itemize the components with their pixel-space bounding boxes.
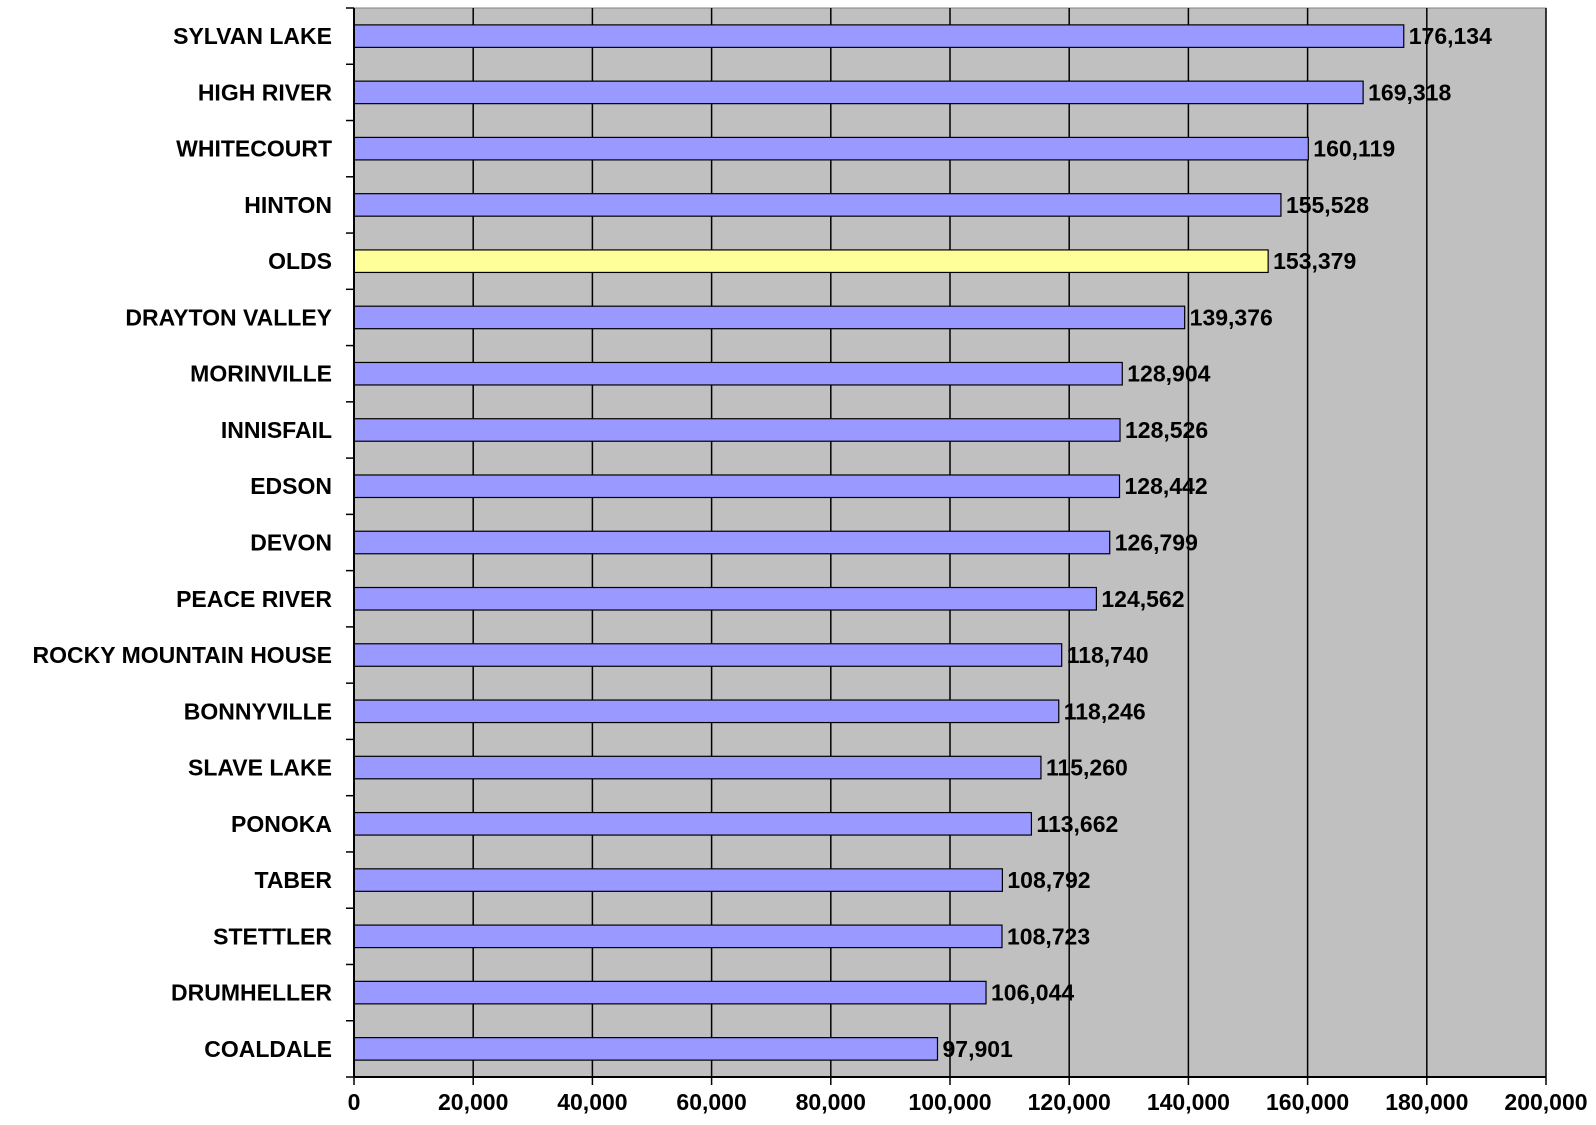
category-label: HIGH RIVER — [198, 79, 333, 105]
value-label: 169,318 — [1368, 79, 1451, 105]
bar — [353, 755, 1042, 780]
axes — [346, 7, 1547, 1085]
bar — [353, 530, 1111, 555]
x-tick-label: 0 — [348, 1089, 361, 1115]
bar — [353, 699, 1060, 724]
category-label: PEACE RIVER — [176, 586, 332, 612]
value-label: 128,904 — [1127, 361, 1210, 387]
category-label: PONOKA — [231, 811, 332, 837]
category-label: OLDS — [268, 248, 332, 274]
bars — [353, 24, 1405, 1061]
category-label: INNISFAIL — [221, 417, 332, 443]
bar — [353, 361, 1123, 386]
value-label: 126,799 — [1115, 530, 1198, 556]
bar — [353, 24, 1405, 48]
labels: SYLVAN LAKE 176,134 HIGH RIVER 169,318 WHITE… — [33, 23, 1588, 1115]
gridlines — [472, 8, 1547, 1077]
value-label: 128,526 — [1125, 417, 1208, 443]
bar — [353, 868, 1004, 892]
x-tick-label: 200,000 — [1504, 1089, 1587, 1115]
value-label: 160,119 — [1313, 136, 1395, 162]
category-label: BONNYVILLE — [184, 698, 332, 724]
category-label: MORINVILLE — [190, 361, 332, 387]
bar — [353, 305, 1186, 330]
value-label: 118,246 — [1064, 698, 1146, 724]
value-label: 124,562 — [1101, 586, 1184, 612]
category-label: SLAVE LAKE — [188, 755, 332, 781]
category-label: COALDALE — [204, 1036, 332, 1062]
x-tick-label: 60,000 — [676, 1089, 746, 1115]
category-label: ROCKY MOUNTAIN HOUSE — [33, 642, 332, 668]
value-label: 106,044 — [991, 980, 1074, 1006]
bar — [353, 924, 1003, 949]
x-tick-label: 80,000 — [796, 1089, 866, 1115]
x-tick-label: 120,000 — [1028, 1089, 1111, 1115]
value-label: 176,134 — [1409, 23, 1492, 49]
x-tick-label: 20,000 — [438, 1089, 508, 1115]
value-label: 108,792 — [1007, 867, 1090, 893]
category-label: SYLVAN LAKE — [173, 23, 332, 49]
bar — [353, 474, 1121, 499]
value-label: 153,379 — [1273, 248, 1356, 274]
x-tick-label: 40,000 — [557, 1089, 627, 1115]
bar — [353, 136, 1309, 161]
bar — [353, 586, 1097, 611]
bar — [353, 80, 1364, 105]
category-label: DRUMHELLER — [171, 980, 332, 1006]
value-label: 139,376 — [1190, 304, 1273, 330]
bar — [353, 811, 1033, 836]
bar — [353, 1037, 939, 1061]
value-label: 128,442 — [1125, 473, 1208, 499]
category-label: STETTLER — [213, 923, 332, 949]
x-tick-label: 140,000 — [1147, 1089, 1230, 1115]
bar — [353, 249, 1269, 274]
category-label: TABER — [254, 867, 332, 893]
x-tick-label: 160,000 — [1266, 1089, 1349, 1115]
category-label: EDSON — [250, 473, 332, 499]
value-label: 108,723 — [1007, 923, 1090, 949]
category-label: WHITECOURT — [176, 136, 332, 162]
x-tick-label: 100,000 — [908, 1089, 991, 1115]
x-tick-label: 180,000 — [1385, 1089, 1468, 1115]
bar — [353, 980, 987, 1005]
value-label: 113,662 — [1036, 811, 1118, 837]
value-label: 115,260 — [1046, 755, 1128, 781]
bar — [353, 418, 1121, 442]
category-label: DEVON — [250, 530, 332, 556]
value-label: 155,528 — [1286, 192, 1369, 218]
value-label: 118,740 — [1067, 642, 1149, 668]
value-label: 97,901 — [942, 1036, 1013, 1062]
bar — [353, 643, 1063, 667]
category-label: DRAYTON VALLEY — [125, 304, 332, 330]
bar — [353, 193, 1282, 217]
category-label: HINTON — [244, 192, 332, 218]
